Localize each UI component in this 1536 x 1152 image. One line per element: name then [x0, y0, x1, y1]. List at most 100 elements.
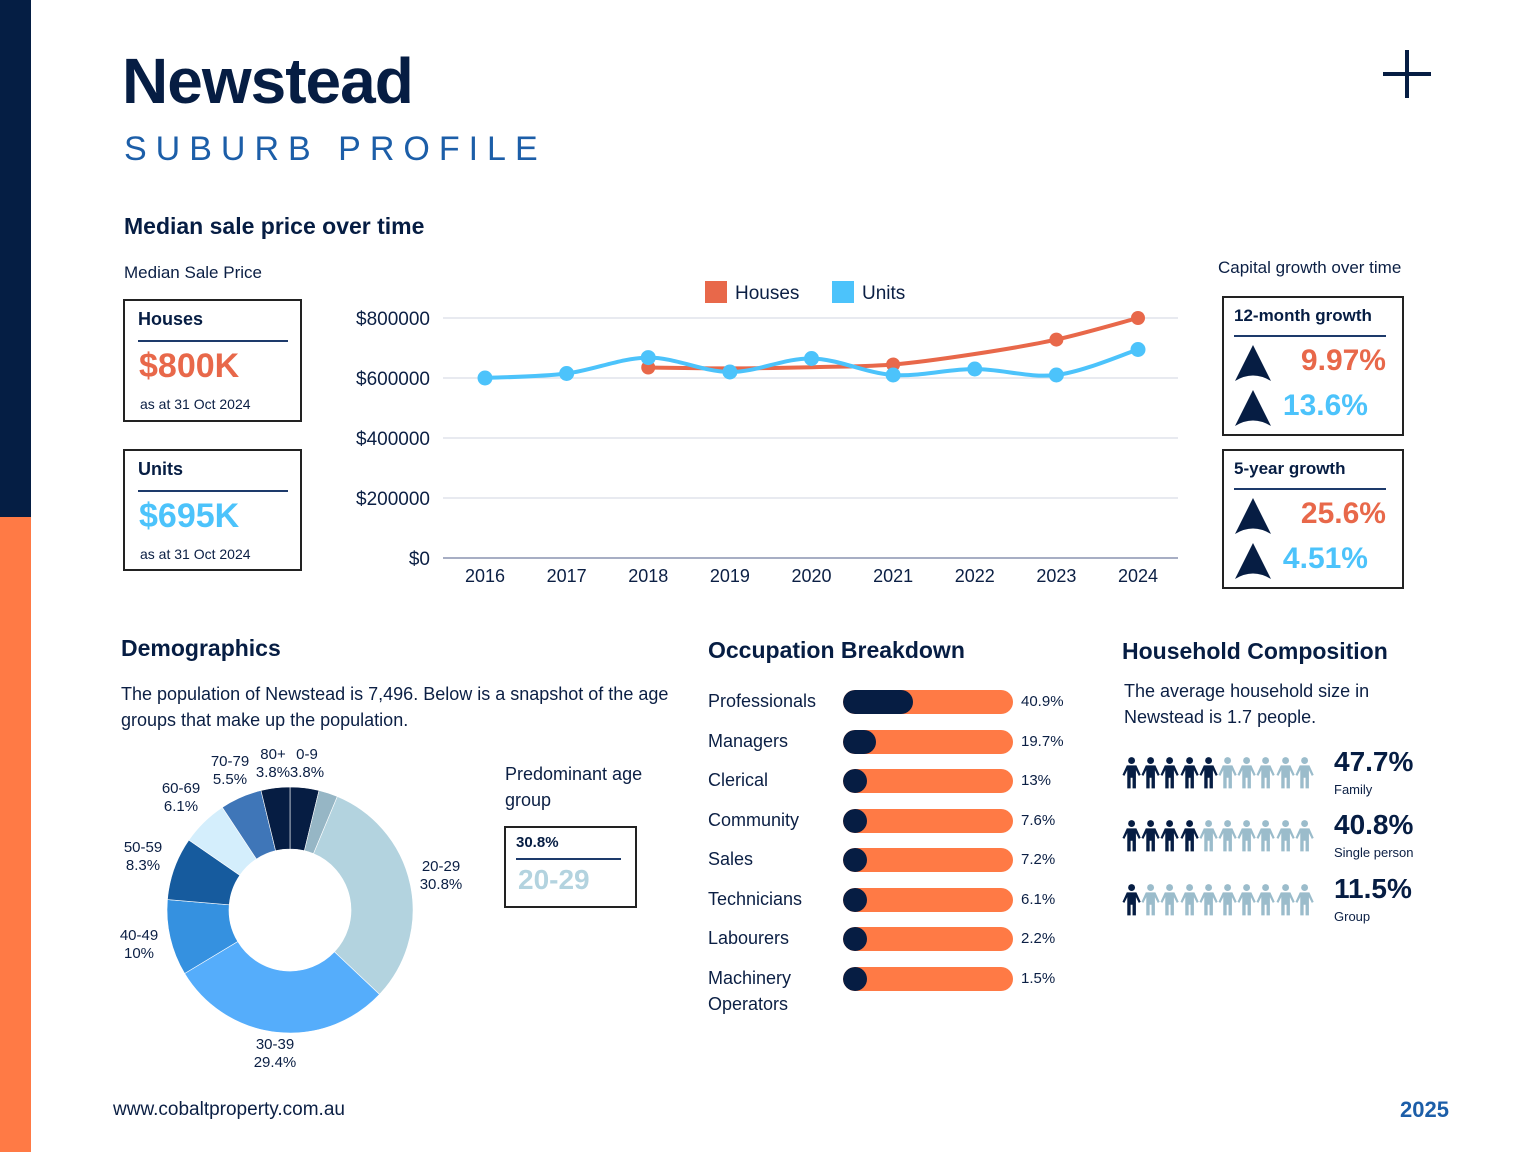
units-data-point: [1130, 342, 1146, 357]
page-subtitle: SUBURB PROFILE: [124, 130, 547, 168]
plus-icon: [1383, 50, 1431, 98]
person-icon: [1180, 883, 1199, 917]
predominant-age-group: 20-29: [518, 864, 590, 895]
houses-12m-growth: 9.97%: [1300, 344, 1386, 377]
units-data-point: [1048, 367, 1064, 383]
occupation-pct: 6.1%: [1021, 890, 1056, 908]
person-icon: [1256, 819, 1276, 853]
arrow-up-icon: [1235, 345, 1271, 381]
median-price-line-chart: $0 $200000 $400000 $600000 $800000 2016 2017 20…: [356, 281, 1178, 586]
occupation-bar-track: [843, 729, 1013, 754]
units-card-title: Units: [138, 459, 183, 479]
household-description: The average household size in Newstead i…: [1124, 681, 1370, 727]
household-row: 40.8% Single person: [1122, 809, 1442, 869]
people-pictogram: [1122, 883, 1314, 917]
houses-median-value: $800K: [139, 347, 240, 385]
donut-slice-80+: [260, 786, 291, 852]
sidebar-accent-navy: [0, 0, 31, 517]
person-icon: [1218, 883, 1237, 917]
divider: [1234, 335, 1386, 337]
occupation-bar-fill: [843, 966, 867, 991]
occupation-name: Clerical: [708, 770, 769, 790]
occupation-bar-fill: [843, 887, 867, 912]
person-icon: [1141, 883, 1160, 917]
houses-data-point: [1049, 332, 1064, 347]
donut-label-pct: 5.5%: [213, 771, 247, 788]
five-year-growth-title: 5-year growth: [1234, 459, 1346, 478]
household-pct: 11.5%: [1334, 873, 1412, 904]
person-icon: [1275, 819, 1295, 853]
units-data-point: [477, 370, 493, 386]
predominant-age-card: 30.8% 20-29: [504, 826, 637, 908]
occupation-list: Professionals 40.9% Managers 19.7% Clerical 1…: [708, 684, 1108, 1021]
person-icon: [1122, 756, 1141, 790]
capital-growth-label: Capital growth over time: [1218, 258, 1402, 277]
donut-label-name: 20-29: [422, 858, 460, 875]
donut-label-pct: 3.8%: [290, 764, 324, 781]
footer-website-link[interactable]: www.cobaltproperty.com.au: [113, 1099, 345, 1120]
person-icon: [1160, 883, 1180, 917]
occupation-bar-fill: [843, 690, 913, 714]
houses-5y-growth: 25.6%: [1300, 497, 1386, 530]
person-icon: [1141, 756, 1160, 790]
occupation-pct: 40.9%: [1021, 693, 1064, 710]
units-data-point: [640, 350, 656, 366]
twelve-month-growth-card: 12-month growth 9.97% 13.6%: [1222, 296, 1404, 436]
person-icon: [1237, 756, 1256, 790]
divider: [138, 340, 288, 342]
donut-label-pct: 6.1%: [164, 798, 198, 815]
donut-label-name: 0-9: [296, 746, 318, 763]
houses-data-point: [886, 357, 901, 372]
person-icon: [1199, 756, 1218, 790]
occupation-row: Labourers 2.2%: [708, 921, 1108, 961]
occupation-bar-fill: [843, 769, 867, 793]
donut-label-name: 30-39: [256, 1036, 294, 1053]
occupation-pct: 19.7%: [1021, 732, 1064, 750]
occupation-pct: 7.2%: [1021, 851, 1056, 868]
occupation-pct: 1.5%: [1021, 969, 1056, 987]
occupation-row: Technicians 6.1%: [708, 882, 1108, 922]
occupation-bar-track: [843, 927, 1013, 951]
person-icon: [1199, 819, 1218, 853]
person-icon: [1160, 756, 1180, 790]
y-tick-label: $0: [409, 549, 430, 570]
occupation-row: Managers 19.7%: [708, 724, 1108, 764]
household-type: Family: [1334, 782, 1373, 797]
x-tick-label: 2018: [628, 566, 668, 586]
y-tick-label: $200000: [356, 489, 430, 510]
units-data-point: [804, 351, 819, 366]
houses-median-date: as at 31 Oct 2024: [140, 396, 251, 412]
person-icon: [1160, 819, 1180, 853]
units-data-point: [967, 361, 983, 377]
units-data-point: [559, 366, 575, 381]
person-icon: [1122, 819, 1141, 853]
household-row: 11.5% Group: [1122, 873, 1442, 933]
occupation-name: Labourers: [708, 928, 790, 948]
x-tick-label: 2019: [710, 566, 750, 586]
occupation-bar-track: [843, 808, 1013, 833]
divider: [138, 490, 288, 492]
occupation-bar-fill: [843, 729, 877, 754]
x-tick-label: 2020: [791, 566, 831, 586]
occupation-row: Sales 7.2%: [708, 842, 1108, 882]
x-tick-label: 2024: [1118, 566, 1158, 586]
person-icon: [1275, 756, 1295, 790]
person-icon: [1180, 819, 1199, 853]
donut-label-name: 50-59: [124, 839, 162, 856]
predominant-age-label: Predominant age group: [505, 764, 643, 810]
occupation-pct: 7.6%: [1021, 811, 1056, 829]
y-tick-label: $600000: [356, 369, 430, 390]
occupation-bar-track: [843, 848, 1013, 872]
x-tick-label: 2016: [465, 566, 505, 586]
donut-label-pct: 3.8%: [256, 764, 290, 781]
household-row: 47.7% Family: [1122, 746, 1442, 806]
donut-label-pct: 30.8%: [420, 876, 463, 893]
houses-card-title: Houses: [138, 309, 204, 329]
occupation-row: Community 7.6%: [708, 803, 1108, 843]
person-icon: [1218, 756, 1237, 790]
donut-label-pct: 29.4%: [254, 1054, 297, 1071]
people-pictogram: [1122, 756, 1314, 790]
donut-slice-20-29: [313, 796, 414, 995]
legend-swatch-houses: [705, 281, 727, 303]
y-tick-label: $400000: [356, 429, 430, 450]
